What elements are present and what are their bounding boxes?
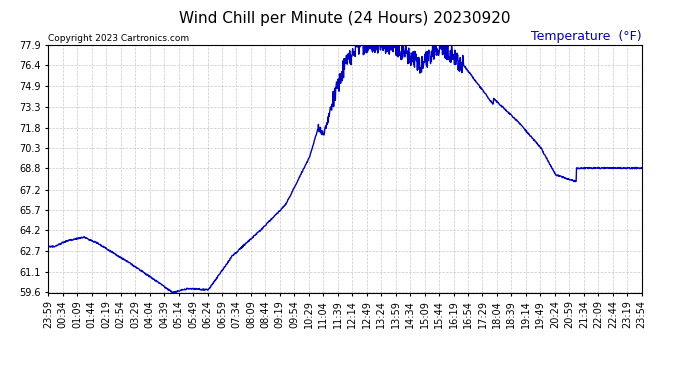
Text: Copyright 2023 Cartronics.com: Copyright 2023 Cartronics.com (48, 33, 190, 42)
Text: Wind Chill per Minute (24 Hours) 20230920: Wind Chill per Minute (24 Hours) 2023092… (179, 11, 511, 26)
Text: Temperature  (°F): Temperature (°F) (531, 30, 642, 42)
